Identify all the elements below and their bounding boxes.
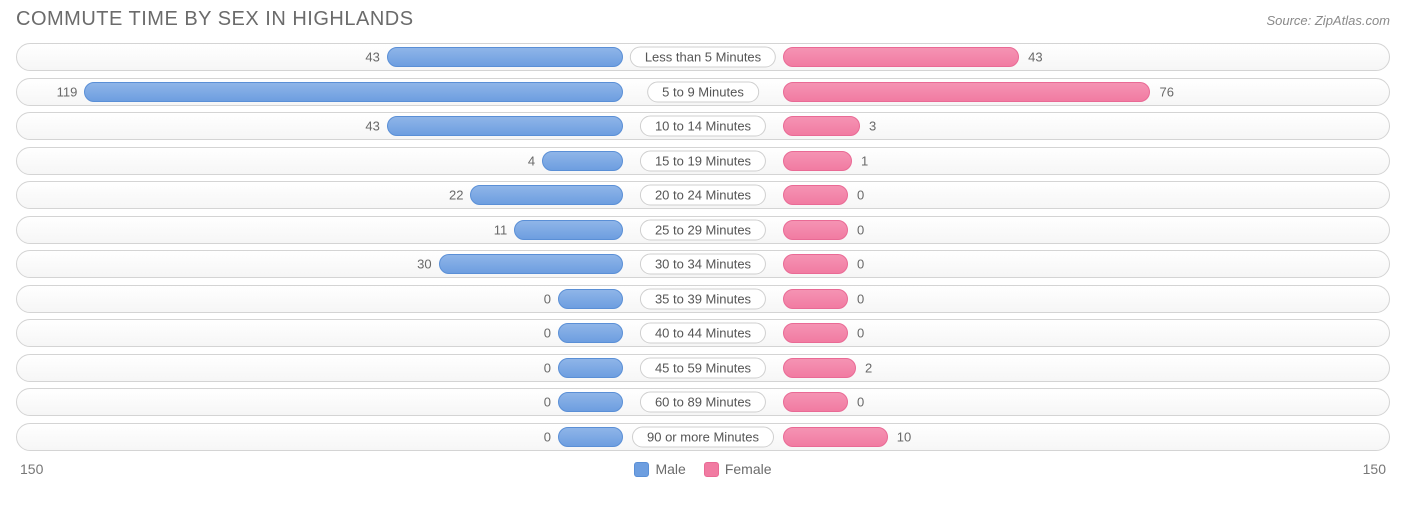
chart-container: COMMUTE TIME BY SEX IN HIGHLANDS Source:…	[0, 0, 1406, 523]
male-bar	[84, 82, 623, 102]
chart-row: 25 to 29 Minutes 11 0	[16, 216, 1390, 244]
row-category-label: 25 to 29 Minutes	[640, 219, 766, 240]
female-bar	[783, 47, 1019, 67]
row-category-label: Less than 5 Minutes	[630, 47, 776, 68]
female-value: 0	[857, 326, 864, 341]
legend-item-male: Male	[634, 461, 685, 477]
male-swatch-icon	[634, 462, 649, 477]
male-value: 43	[365, 50, 379, 65]
row-category-label: 15 to 19 Minutes	[640, 150, 766, 171]
male-bar	[514, 220, 623, 240]
row-category-label: 20 to 24 Minutes	[640, 185, 766, 206]
chart-row: 15 to 19 Minutes 4 1	[16, 147, 1390, 175]
male-bar	[439, 254, 623, 274]
female-value: 0	[857, 257, 864, 272]
chart-row: 5 to 9 Minutes 119 76	[16, 78, 1390, 106]
chart-title: COMMUTE TIME BY SEX IN HIGHLANDS	[16, 8, 414, 31]
male-value: 11	[494, 222, 508, 237]
legend: Male Female	[634, 461, 771, 477]
axis-left-max: 150	[20, 461, 43, 477]
chart-row: 60 to 89 Minutes 0 0	[16, 388, 1390, 416]
female-value: 0	[857, 395, 864, 410]
row-category-label: 90 or more Minutes	[632, 426, 774, 447]
female-bar	[783, 82, 1150, 102]
female-value: 2	[865, 360, 872, 375]
male-value: 4	[528, 153, 535, 168]
female-bar	[783, 220, 848, 240]
female-swatch-icon	[704, 462, 719, 477]
male-value: 119	[57, 84, 78, 99]
row-category-label: 35 to 39 Minutes	[640, 288, 766, 309]
male-value: 30	[417, 257, 431, 272]
legend-female-label: Female	[725, 461, 772, 477]
male-bar	[558, 427, 623, 447]
female-bar	[783, 323, 848, 343]
chart-row: 45 to 59 Minutes 0 2	[16, 354, 1390, 382]
male-bar	[558, 392, 623, 412]
chart-rows: Less than 5 Minutes43435 to 9 Minutes119…	[12, 43, 1394, 451]
row-category-label: 60 to 89 Minutes	[640, 392, 766, 413]
row-category-label: 40 to 44 Minutes	[640, 323, 766, 344]
female-value: 0	[857, 222, 864, 237]
female-value: 43	[1028, 50, 1042, 65]
female-value: 0	[857, 291, 864, 306]
male-value: 0	[544, 395, 551, 410]
male-value: 43	[365, 119, 379, 134]
male-bar	[542, 151, 623, 171]
female-bar	[783, 254, 848, 274]
female-bar	[783, 289, 848, 309]
female-value: 10	[897, 429, 911, 444]
row-category-label: 10 to 14 Minutes	[640, 116, 766, 137]
row-category-label: 45 to 59 Minutes	[640, 357, 766, 378]
female-bar	[783, 185, 848, 205]
male-value: 0	[544, 291, 551, 306]
chart-row: 35 to 39 Minutes 0 0	[16, 285, 1390, 313]
chart-header: COMMUTE TIME BY SEX IN HIGHLANDS Source:…	[12, 8, 1394, 31]
axis-right-max: 150	[1363, 461, 1386, 477]
male-bar	[387, 116, 623, 136]
legend-male-label: Male	[655, 461, 685, 477]
row-category-label: 5 to 9 Minutes	[647, 81, 759, 102]
male-bar	[558, 323, 623, 343]
female-value: 1	[861, 153, 868, 168]
male-bar	[558, 289, 623, 309]
male-value: 0	[544, 429, 551, 444]
female-bar	[783, 151, 852, 171]
chart-row: 10 to 14 Minutes 43 3	[16, 112, 1390, 140]
male-value: 0	[544, 360, 551, 375]
female-value: 76	[1159, 84, 1173, 99]
female-bar	[783, 427, 888, 447]
chart-row: 20 to 24 Minutes 22 0	[16, 181, 1390, 209]
chart-row: 30 to 34 Minutes 30 0	[16, 250, 1390, 278]
male-value: 0	[544, 326, 551, 341]
female-bar	[783, 358, 856, 378]
female-value: 3	[869, 119, 876, 134]
female-value: 0	[857, 188, 864, 203]
chart-footer: 150 Male Female 150	[12, 457, 1394, 477]
row-category-label: 30 to 34 Minutes	[640, 254, 766, 275]
male-value: 22	[449, 188, 463, 203]
female-bar	[783, 392, 848, 412]
chart-source: Source: ZipAtlas.com	[1266, 13, 1390, 28]
female-bar	[783, 116, 860, 136]
legend-item-female: Female	[704, 461, 772, 477]
male-bar	[387, 47, 623, 67]
chart-row: 90 or more Minutes 0 10	[16, 423, 1390, 451]
male-bar	[558, 358, 623, 378]
chart-row: 40 to 44 Minutes 0 0	[16, 319, 1390, 347]
male-bar	[470, 185, 623, 205]
chart-row: Less than 5 Minutes 43 43	[16, 43, 1390, 71]
